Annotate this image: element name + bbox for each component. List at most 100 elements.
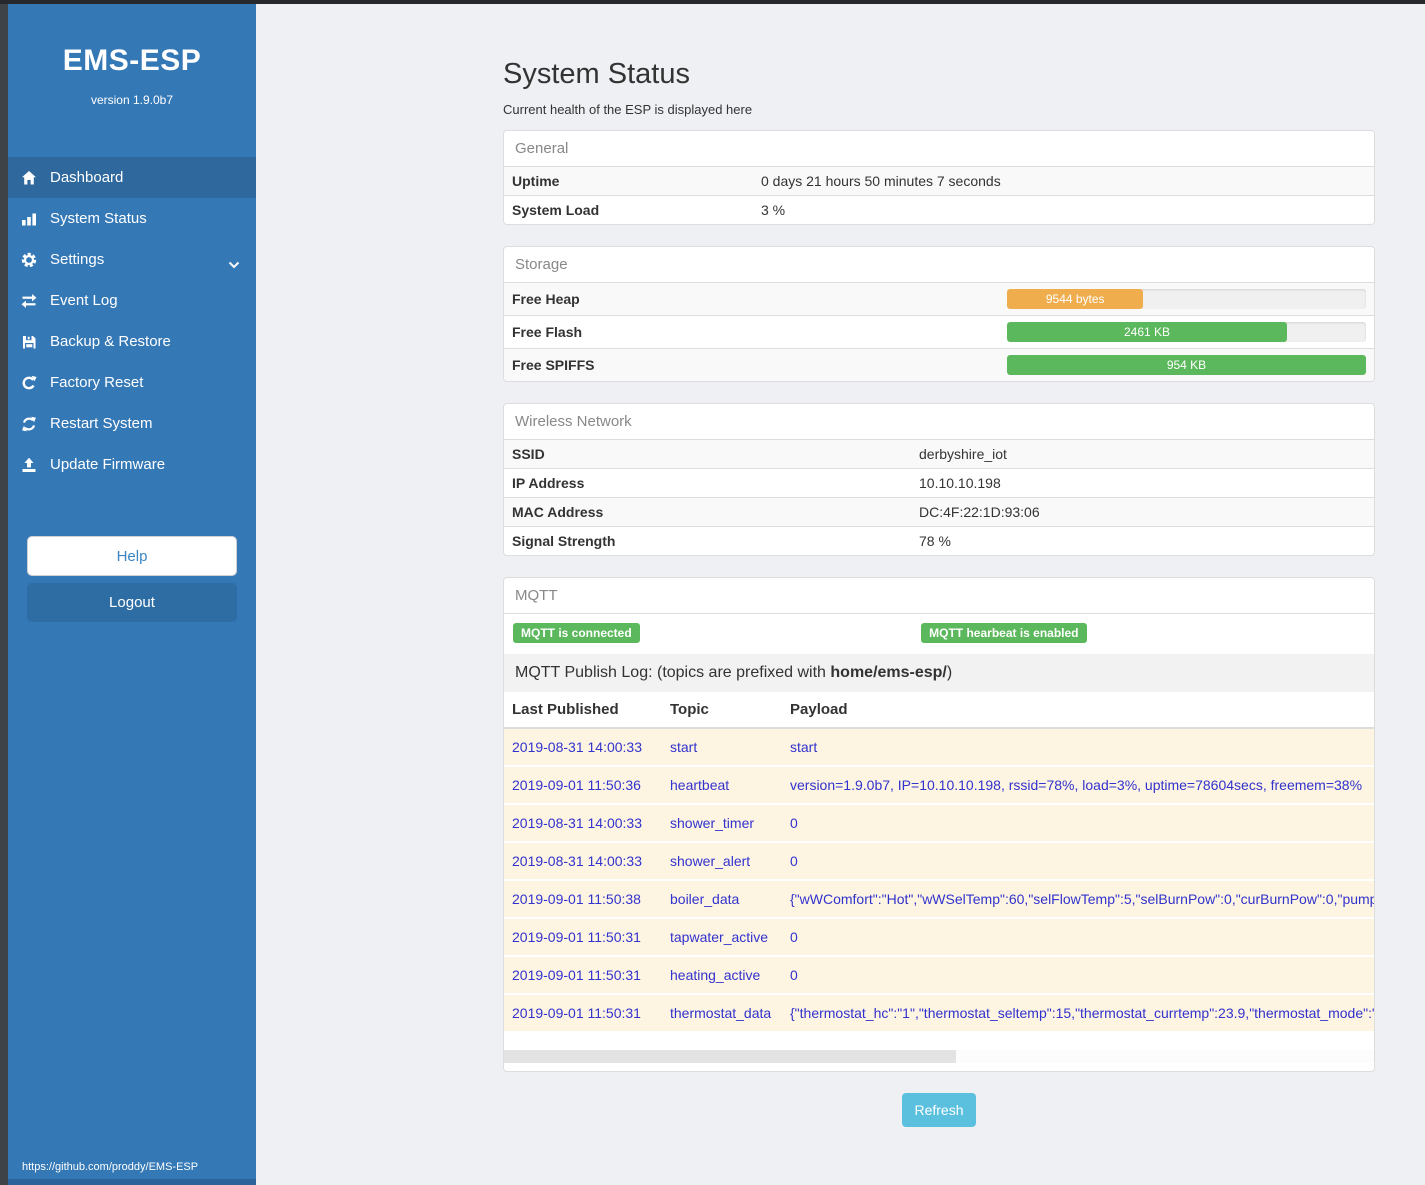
sidebar-item-label: Restart System [50,415,153,432]
sidebar-item-update-firmware[interactable]: Update Firmware [8,444,256,485]
log-payload: {"thermostat_hc":"1","thermostat_seltemp… [782,994,1374,1033]
sidebar-item-backup-restore[interactable]: Backup & Restore [8,321,256,362]
sidebar-item-system-status[interactable]: System Status [8,198,256,239]
col-payload: Payload [782,692,1374,729]
app-title: EMS-ESP [62,44,202,77]
panel-wireless-network: Wireless Network SSID derbyshire_iot IP … [503,403,1375,556]
mqtt-publish-log-table: Last Published Topic Payload 2019-08-31 … [504,692,1374,1033]
upload-icon [20,457,38,473]
row-label: SSID [512,446,545,462]
page-title: System Status [503,58,690,90]
row-label: Uptime [512,173,560,189]
log-row: 2019-08-31 14:00:33 start start [504,728,1374,767]
row-value: derbyshire_iot [919,446,1007,462]
row-value: 3 % [753,195,1374,224]
sidebar-item-label: Backup & Restore [50,333,171,350]
sidebar-bottom-strip [8,1179,256,1185]
logout-button[interactable]: Logout [27,583,237,622]
mqtt-badges-row: MQTT is connected MQTT hearbeat is enabl… [504,614,1374,654]
log-row: 2019-09-01 11:50:31 tapwater_active 0 [504,918,1374,957]
sidebar-item-label: Factory Reset [50,374,144,391]
free-heap-progressbar: 9544 bytes [1007,289,1366,309]
mqtt-heartbeat-badge: MQTT hearbeat is enabled [921,623,1087,643]
refresh-button[interactable]: Refresh [902,1093,976,1127]
log-topic: tapwater_active [662,918,782,957]
sidebar-item-factory-reset[interactable]: Factory Reset [8,362,256,403]
sidebar: EMS-ESP version 1.9.0b7 Dashboard System… [8,0,256,1185]
chart-bars-icon [20,211,38,227]
progress-fill: 954 KB [1007,355,1366,375]
log-time: 2019-09-01 11:50:38 [504,880,662,919]
log-payload: 0 [782,918,1374,957]
sidebar-item-restart-system[interactable]: Restart System [8,403,256,444]
gear-icon [20,252,38,268]
page-subtitle: Current health of the ESP is displayed h… [503,102,753,117]
log-payload: version=1.9.0b7, IP=10.10.10.198, rssid=… [782,766,1374,805]
refresh-icon [20,416,38,432]
row-label: Signal Strength [504,526,911,555]
log-payload: {"wWComfort":"Hot","wWSelTemp":60,"selFl… [782,880,1374,919]
log-time: 2019-08-31 14:00:33 [504,842,662,881]
app-version: version 1.9.0b7 [90,93,174,107]
exchange-arrows-icon [20,293,38,309]
topic-prefix: home/ems-esp/ [830,664,947,681]
log-time: 2019-08-31 14:00:33 [504,804,662,843]
row-label: IP Address [504,468,911,498]
table-row: System Load 3 % [504,195,1374,224]
sidebar-item-event-log[interactable]: Event Log [8,280,256,321]
github-link[interactable]: https://github.com/proddy/EMS-ESP [22,1161,199,1173]
window-left-edge [0,0,8,1185]
log-topic: heartbeat [662,766,782,805]
scrollbar-thumb[interactable] [504,1050,956,1063]
row-value: 10.10.10.198 [911,468,1374,498]
log-topic: heating_active [662,956,782,995]
table-row: IP Address 10.10.10.198 [504,468,1374,498]
panel-general: General Uptime 0 days 21 hours 50 minute… [503,130,1375,225]
log-topic: thermostat_data [662,994,782,1033]
sidebar-item-label: Update Firmware [50,456,166,473]
progress-fill: 9544 bytes [1007,289,1144,309]
row-value: DC:4F:22:1D:93:06 [911,497,1374,527]
log-time: 2019-09-01 11:50:31 [504,918,662,957]
sidebar-item-label: Event Log [50,292,118,309]
panel-wireless-title: Wireless Network [504,404,1374,440]
log-row: 2019-09-01 11:50:31 thermostat_data {"th… [504,994,1374,1033]
table-row: Signal Strength 78 % [504,526,1374,555]
free-flash-progressbar: 2461 KB [1007,322,1366,342]
col-last-published: Last Published [504,692,662,729]
log-topic: start [662,728,782,767]
horizontal-scrollbar[interactable] [504,1050,1374,1063]
sidebar-header: EMS-ESP version 1.9.0b7 [8,0,256,107]
log-time: 2019-09-01 11:50:36 [504,766,662,805]
table-row: SSID derbyshire_iot [504,440,1374,469]
row-label: Free SPIFFS [504,348,999,381]
progress-fill: 2461 KB [1007,322,1288,342]
table-row: Free Flash 2461 KB [504,315,1374,349]
main-content: System Status Current health of the ESP … [503,0,1375,1127]
table-row: Free SPIFFS 954 KB [504,348,1374,381]
sidebar-item-settings[interactable]: Settings [8,239,256,280]
log-payload: 0 [782,804,1374,843]
panel-storage: Storage Free Heap 9544 bytes Free Flash … [503,246,1375,382]
log-row: 2019-08-31 14:00:33 shower_alert 0 [504,842,1374,881]
log-row: 2019-08-31 14:00:33 shower_timer 0 [504,804,1374,843]
log-topic: boiler_data [662,880,782,919]
rotate-right-icon [20,375,38,391]
sidebar-item-dashboard[interactable]: Dashboard [8,157,256,198]
log-row: 2019-09-01 11:50:36 heartbeat version=1.… [504,766,1374,805]
log-time: 2019-08-31 14:00:33 [504,728,662,767]
mqtt-connected-badge: MQTT is connected [513,623,640,643]
row-label: Free Flash [504,315,999,349]
sidebar-item-label: Settings [50,251,105,268]
log-time: 2019-09-01 11:50:31 [504,956,662,995]
log-payload: 0 [782,842,1374,881]
sidebar-item-label: Dashboard [50,169,124,186]
help-button[interactable]: Help [27,536,237,576]
sidebar-item-label: System Status [50,210,147,227]
chevron-down-icon [228,256,240,273]
log-topic: shower_alert [662,842,782,881]
log-row: 2019-09-01 11:50:38 boiler_data {"wWComf… [504,880,1374,919]
free-spiffs-progressbar: 954 KB [1007,355,1366,375]
caption-suffix: ) [946,664,953,681]
row-value: 0 days 21 hours 50 minutes 7 seconds [761,173,1001,189]
